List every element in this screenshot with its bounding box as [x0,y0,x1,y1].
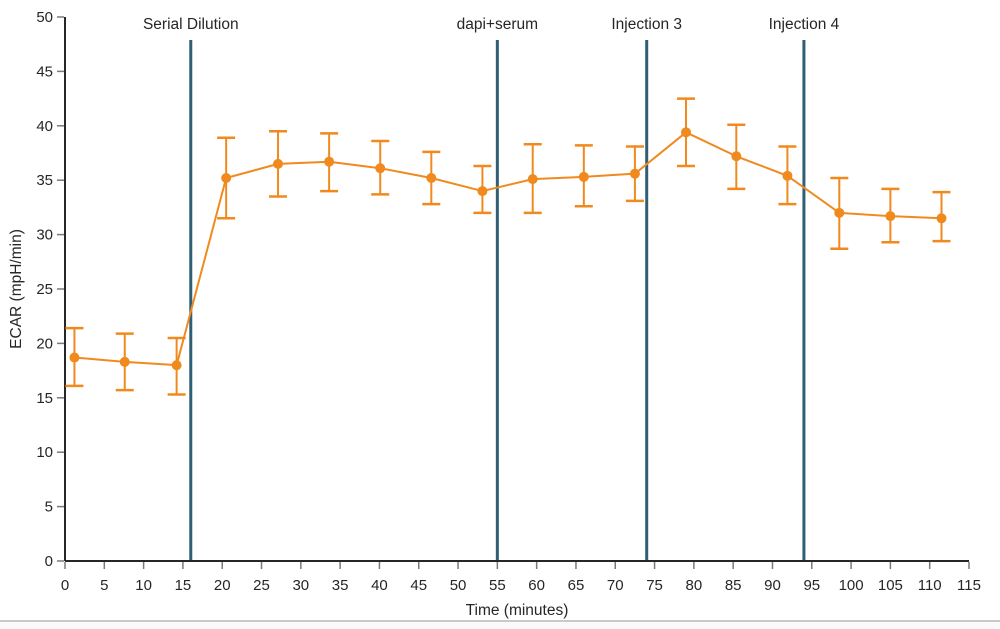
data-point [324,156,335,167]
y-tick-label: 25 [36,281,53,298]
x-tick-label: 55 [489,577,506,594]
x-tick-label: 0 [61,577,69,594]
data-point [69,352,80,363]
x-tick-label: 70 [607,577,624,594]
y-tick-label: 20 [36,335,53,352]
x-tick-label: 10 [135,577,152,594]
x-tick-label: 60 [528,577,545,594]
data-point [885,211,896,222]
x-tick-label: 105 [878,577,903,594]
x-tick-label: 40 [371,577,388,594]
data-point [273,158,284,169]
data-point [221,173,232,184]
data-point [527,174,538,185]
bottom-divider [0,620,1000,629]
data-point [171,360,182,371]
x-tick-label: 80 [686,577,703,594]
x-tick-label: 25 [253,577,270,594]
x-tick-label: 100 [839,577,864,594]
x-tick-label: 75 [646,577,663,594]
y-tick-label: 40 [36,118,53,135]
x-tick-label: 110 [918,577,942,594]
x-tick-label: 65 [568,577,585,594]
y-tick-label: 45 [36,63,53,80]
y-tick-label: 35 [36,172,53,189]
x-tick-label: 95 [803,577,820,594]
y-tick-label: 50 [36,9,53,26]
x-tick-label: 115 [957,577,981,594]
y-tick-label: 5 [45,499,53,516]
x-tick-label: 85 [725,577,742,594]
series-line [74,131,942,367]
x-axis-title: Time (minutes) [466,602,569,619]
data-point [834,207,845,218]
x-tick-label: 30 [292,577,309,594]
y-tick-label: 10 [36,444,53,461]
event-label: dapi+serum [457,16,538,33]
event-label: Serial Dilution [143,16,239,33]
x-tick-label: 45 [410,577,427,594]
data-point [731,151,742,162]
event-label: Injection 3 [611,16,682,33]
data-point [477,186,488,197]
data-point [629,168,640,179]
data-point [578,171,589,182]
x-tick-label: 35 [332,577,349,594]
data-point [936,213,947,224]
x-tick-label: 90 [764,577,781,594]
x-tick-label: 50 [450,577,467,594]
data-point [681,127,692,138]
data-point [375,163,386,174]
data-point [119,356,130,367]
data-point [426,173,437,184]
x-tick-label: 15 [175,577,192,594]
event-label: Injection 4 [769,16,840,33]
y-tick-label: 30 [36,227,53,244]
y-axis-title: ECAR (mpH/min) [8,229,25,349]
y-tick-label: 0 [45,553,53,570]
x-tick-label: 5 [100,577,108,594]
x-tick-label: 20 [214,577,231,594]
y-tick-label: 15 [36,390,53,407]
data-point [782,170,793,181]
